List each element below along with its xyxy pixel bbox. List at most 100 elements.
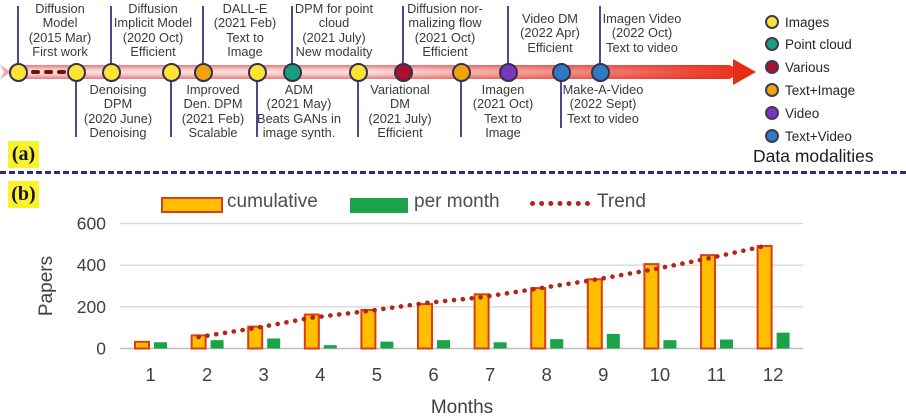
- y-axis-title: Papers: [36, 256, 57, 316]
- milestone-label: Diffusion Model (2015 Mar) First work: [28, 1, 92, 60]
- milestone-label: Make-A-Video (2022 Sept) Text to video: [562, 82, 644, 126]
- bar-cumulative: [247, 325, 264, 350]
- milestone-dot-images: [348, 62, 368, 82]
- x-tick-label: 12: [763, 364, 784, 385]
- legend-label: Various: [785, 60, 830, 75]
- bar-per-month: [210, 340, 224, 349]
- x-tick-label: 6: [428, 364, 438, 385]
- x-tick-label: 4: [315, 364, 325, 385]
- milestone-dot-point_cloud: [282, 62, 302, 82]
- bar-cumulative: [473, 293, 490, 350]
- bar-cumulative: [700, 254, 716, 350]
- milestone-connector-line: [110, 6, 112, 65]
- milestone-label: Improved Den. DPM (2021 Feb) Scalable: [181, 82, 245, 141]
- legend-swatch-per-month: [350, 198, 408, 213]
- legend-dot-text_image: [765, 83, 779, 97]
- bar-per-month: [380, 341, 394, 349]
- y-tick-label: 200: [77, 297, 106, 317]
- legend-label: Video: [785, 106, 820, 121]
- legend-label-trend: Trend: [597, 191, 646, 212]
- milestone-dot-images: [8, 62, 28, 82]
- dash-icon: [31, 70, 40, 74]
- milestone-connector-line: [402, 6, 404, 65]
- timeline-panel: Diffusion Model (2015 Mar) First work Denois…: [0, 0, 906, 172]
- milestone-dot-images: [161, 62, 181, 82]
- milestone-dot-images: [101, 62, 121, 82]
- dash-icon: [44, 70, 53, 74]
- milestone-dot-images: [247, 62, 267, 82]
- legend-dot-video: [765, 106, 779, 120]
- bar-cumulative: [530, 287, 547, 350]
- bar-per-month: [776, 332, 790, 349]
- milestone-connector-line: [170, 79, 172, 137]
- x-tick-label: 10: [650, 364, 671, 385]
- x-tick-label: 3: [259, 364, 269, 385]
- legend-swatch-cumulative: [161, 197, 223, 213]
- milestone-label: Variational DM (2021 July) Efficient: [368, 82, 432, 141]
- milestone-label: Imagen (2021 Oct) Text to Image: [472, 82, 534, 141]
- milestone-label: Denoising DPM (2020 June) Denoising: [83, 82, 153, 141]
- milestone-connector-line: [202, 6, 204, 65]
- milestone-dot-text_image: [451, 62, 471, 82]
- bar-per-month: [323, 345, 337, 349]
- bar-cumulative: [756, 245, 773, 350]
- y-tick-label: 400: [77, 255, 106, 275]
- legend-label: Text+Video: [785, 129, 852, 144]
- y-tick-label: 0: [96, 339, 106, 359]
- milestone-connector-line: [507, 6, 509, 65]
- bar-per-month: [550, 339, 564, 349]
- legend-label-per-month: per month: [414, 191, 500, 212]
- bar-per-month: [720, 339, 733, 349]
- x-tick-label: 5: [372, 364, 382, 385]
- milestone-label: Diffusion nor-malizing flow (2021 Oct) Eff…: [407, 1, 483, 60]
- x-tick-label: 2: [202, 364, 212, 385]
- bar-per-month: [493, 342, 507, 349]
- x-tick-label: 8: [542, 364, 552, 385]
- panel-divider: [0, 171, 906, 174]
- bar-per-month: [437, 340, 450, 349]
- milestone-connector-line: [256, 79, 258, 137]
- x-tick-label: 11: [707, 364, 726, 385]
- legend-label: Images: [785, 15, 830, 30]
- y-tick-label: 600: [77, 214, 106, 234]
- x-axis-title: Months: [431, 397, 493, 418]
- milestone-label: Imagen Video (2022 Oct) Text to video: [602, 11, 682, 55]
- legend-label-cumulative: cumulative: [227, 191, 318, 212]
- milestone-connector-line: [75, 79, 77, 137]
- milestone-label: DPM for point cloud (2021 July) New modalit…: [294, 1, 374, 60]
- legend-dot-text_video: [765, 129, 779, 143]
- milestone-connector-line: [17, 6, 19, 65]
- bar-cumulative: [360, 308, 377, 350]
- bar-cumulative: [303, 313, 320, 350]
- bar-per-month: [267, 338, 281, 349]
- legend-label: Point cloud: [785, 37, 852, 52]
- bar-cumulative: [643, 263, 660, 350]
- milestone-dot-images: [66, 62, 86, 82]
- bar-per-month: [154, 342, 167, 349]
- milestone-dot-text_video: [551, 62, 571, 82]
- milestone-label: ADM (2021 May) Beats GANs in image synth.: [257, 82, 341, 141]
- bar-cumulative: [134, 340, 150, 350]
- legend-dot-images: [765, 15, 779, 29]
- milestone-connector-line: [357, 79, 359, 137]
- bar-cumulative: [417, 303, 433, 350]
- modality-legend-title: Data modalities: [753, 146, 874, 166]
- x-tick-label: 7: [485, 364, 495, 385]
- legend-dot-point_cloud: [765, 37, 779, 51]
- legend-dot-various: [765, 60, 779, 74]
- x-tick-label: 9: [598, 364, 608, 385]
- milestone-dot-video: [498, 62, 518, 82]
- milestone-dot-text_video: [590, 62, 610, 82]
- chart-panel: 0 200 400 600 Papers 1 2 3 4 5 6 7 8 9 10 11 12 Months cu…: [0, 172, 906, 420]
- x-tick-label: 1: [145, 364, 155, 385]
- milestone-dot-various: [393, 62, 413, 82]
- panel-a-label: (a): [8, 141, 39, 168]
- bar-cumulative: [586, 278, 603, 350]
- milestone-connector-line: [291, 6, 293, 65]
- milestone-connector-line: [460, 79, 462, 137]
- milestone-label: Video DM (2022 Apr) Efficient: [520, 11, 580, 55]
- trend-line: [196, 243, 767, 340]
- panel-b-label: (b): [8, 181, 39, 208]
